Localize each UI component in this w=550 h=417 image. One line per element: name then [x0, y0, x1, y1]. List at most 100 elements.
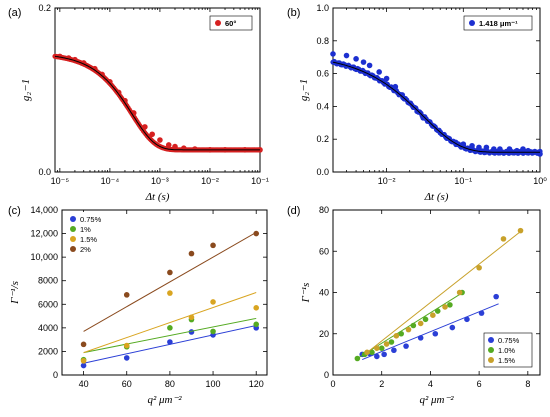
x-axis-label: q² μm⁻² [419, 394, 454, 406]
fit-line [364, 229, 524, 355]
y-tick-label: 2000 [38, 346, 58, 356]
legend-marker [215, 20, 221, 26]
y-tick-label: 20 [319, 329, 329, 339]
data-point [410, 322, 417, 329]
y-tick-label: 6000 [38, 299, 58, 309]
x-axis-label: q² μm⁻² [147, 394, 182, 406]
data-point [432, 330, 439, 337]
data-point [253, 230, 260, 237]
data-point [167, 325, 173, 331]
data-point [364, 349, 370, 356]
panel-2: (c) 0 2000 4000 6000 8000 10,000 12,000 14,000 40… [8, 205, 268, 406]
legend-marker [70, 216, 76, 222]
legend-marker [469, 20, 475, 26]
data-point [414, 108, 420, 115]
data-point [374, 345, 380, 351]
legend-label: 0.75% [80, 215, 102, 224]
x-tick-label: 10⁰ [533, 176, 547, 186]
x-tick-label: 8 [525, 379, 530, 389]
x-tick-label: 10⁻⁵ [51, 176, 70, 186]
data-point [165, 142, 172, 148]
data-point [447, 302, 453, 308]
data-point [210, 242, 216, 249]
data-point [107, 79, 113, 85]
data-point [391, 347, 397, 354]
y-axis-label: Γ⁻¹/s [9, 281, 21, 305]
plot-frame [61, 209, 268, 376]
data-point [253, 321, 260, 328]
x-tick-label: 40 [79, 379, 89, 389]
panel-0: (a) 0.0 0.2 10⁻⁵ 10⁻⁴ 10⁻³ 10⁻² 10⁻¹ Δt (s) g₂−1 6… [8, 3, 269, 203]
y-tick-label: 0.8 [316, 36, 329, 46]
data-point [392, 83, 399, 90]
data-point [434, 308, 441, 314]
x-tick-label: 6 [477, 379, 482, 389]
data-point [381, 351, 387, 358]
data-point [500, 236, 507, 242]
legend-marker [70, 236, 76, 242]
data-point [360, 59, 367, 65]
legend-marker [488, 347, 494, 353]
data-point [354, 355, 361, 362]
x-tick-label: 2 [379, 379, 384, 389]
data-point [383, 341, 390, 347]
data-point [92, 65, 98, 72]
data-point [80, 358, 87, 364]
x-tick-label: 10⁻² [201, 176, 219, 186]
y-tick-label: 0.0 [316, 167, 329, 177]
data-point [157, 137, 163, 143]
x-tick-label: 120 [249, 379, 264, 389]
data-point [369, 349, 375, 356]
data-point [122, 97, 128, 104]
x-tick-label: 100 [206, 379, 221, 389]
data-point [115, 89, 122, 96]
data-point [417, 335, 424, 341]
legend-marker [488, 357, 494, 363]
legend-label: 1% [80, 225, 91, 234]
panel-label: (a) [8, 7, 21, 19]
data-point [172, 143, 178, 150]
data-point [422, 316, 429, 323]
fit-curve [332, 61, 540, 153]
y-tick-label: 0 [324, 370, 329, 380]
data-point [405, 326, 412, 333]
data-point [210, 299, 216, 305]
y-tick-label: 40 [319, 288, 329, 298]
data-point [493, 293, 499, 300]
plot-frame [332, 7, 541, 173]
data-point [376, 69, 382, 75]
legend-label: 0.75% [498, 336, 520, 345]
y-tick-label: 0.6 [316, 69, 329, 79]
y-axis-label: g₂−1 [298, 79, 310, 101]
x-tick-label: 4 [428, 379, 433, 389]
data-point [398, 330, 404, 337]
data-point [142, 124, 148, 130]
y-tick-label: 80 [319, 205, 329, 215]
data-point [469, 142, 475, 149]
data-point [460, 141, 467, 147]
y-axis-label: Γ⁻¹s [300, 283, 312, 304]
data-point [210, 328, 216, 335]
data-point [167, 339, 173, 345]
fit-line [83, 317, 257, 354]
x-tick-label: 10⁻³ [151, 176, 169, 186]
panel-label: (c) [8, 205, 21, 217]
data-point [497, 146, 503, 152]
y-axis-label: g₂−1 [20, 79, 32, 101]
data-point [420, 115, 427, 121]
x-axis-label: Δt (s) [145, 191, 170, 203]
fit-curve [54, 55, 260, 151]
data-point [442, 304, 448, 310]
x-tick-label: 80 [165, 379, 175, 389]
data-point [123, 292, 130, 298]
y-tick-label: 0.4 [316, 101, 329, 111]
y-tick-label: 0 [53, 370, 58, 380]
x-axis-label: Δt (s) [424, 191, 449, 203]
data-point [330, 51, 336, 57]
y-tick-label: 1.0 [316, 3, 329, 13]
data-point [80, 341, 87, 348]
x-tick-label: 10⁻¹ [251, 176, 269, 186]
legend-marker [70, 226, 76, 232]
data-point [383, 75, 390, 82]
y-tick-label: 12,000 [30, 229, 58, 239]
